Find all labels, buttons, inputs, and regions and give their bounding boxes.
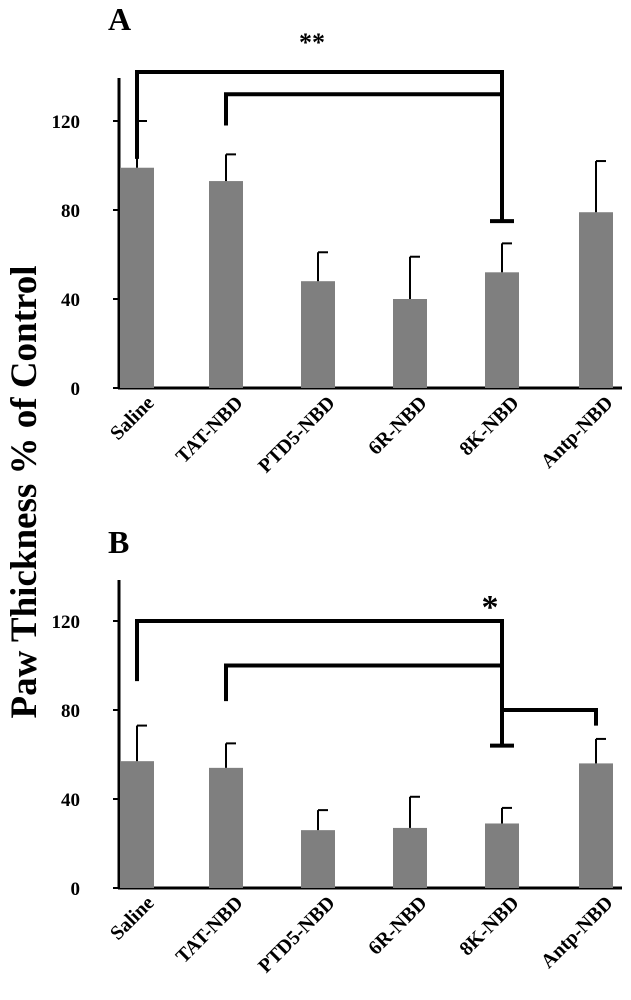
panel-a-category-label-ptd5-nbd: PTD5-NBD [254, 392, 339, 477]
panel-b-y-tick-label: 0 [71, 879, 81, 900]
panel-b-category-label-6r-nbd: 6R-NBD [364, 892, 431, 959]
panel-b-bar-saline [120, 761, 154, 888]
panel-b-bar-antp-nbd [579, 763, 613, 888]
panel-a-y-tick-label: 80 [61, 201, 80, 222]
panel-a-bar-8k-nbd [485, 272, 519, 388]
panel-a-y-tick-label: 120 [52, 112, 81, 133]
panel-b-bar-ptd5-nbd [301, 830, 335, 888]
panel-b-bracket-saline-8k [135, 619, 504, 746]
panel-b-y-tick-label: 120 [52, 612, 81, 633]
panel-b-y-tick-label: 40 [61, 790, 80, 811]
y-axis-label: Paw Thickness % of Control [4, 266, 45, 719]
panel-b-category-label-antp-nbd: Antp-NBD [537, 892, 618, 973]
panel-a-category-label-antp-nbd: Antp-NBD [537, 392, 618, 473]
panel-a-bar-6r-nbd [393, 299, 427, 388]
panel-b-category-label-8k-nbd: 8K-NBD [455, 892, 523, 960]
panel-b-label: B [108, 524, 129, 560]
panel-a-bracket-saline-8k [135, 70, 504, 222]
panel-b-bar-chart: B * 0 40 80 120 Saline TAT-NBD PTD5-NBD 6R-NBD 8… [52, 524, 622, 977]
panel-b-category-label-tat-nbd: TAT-NBD [172, 892, 248, 968]
panel-b-y-tick-label: 80 [61, 701, 80, 722]
panel-b-significance: * [482, 589, 499, 626]
panel-a-bar-saline [120, 167, 154, 388]
panel-a-category-label-8k-nbd: 8K-NBD [455, 392, 523, 460]
panel-b-bar-tat-nbd [209, 767, 243, 888]
panel-a-category-label-6r-nbd: 6R-NBD [364, 392, 431, 459]
panel-a-label: A [108, 1, 131, 37]
panel-a-category-label-saline: Saline [106, 392, 159, 445]
panel-a-bar-antp-nbd [579, 212, 613, 388]
panel-a-bar-chart: A ** 0 40 80 120 Saline TAT-NBD PTD5-NBD 6R-NBD… [52, 1, 622, 477]
panel-b-category-label-ptd5-nbd: PTD5-NBD [254, 892, 339, 977]
panel-b-bar-8k-nbd [485, 823, 519, 888]
panel-a-significance: ** [299, 28, 325, 57]
panel-a-category-label-tat-nbd: TAT-NBD [172, 392, 248, 468]
panel-a-y-tick-label: 0 [71, 379, 81, 400]
panel-a-y-tick-label: 40 [61, 290, 80, 311]
panel-b-bracket-antp-8k [502, 708, 598, 726]
panel-a-bar-ptd5-nbd [301, 281, 335, 388]
panel-b-bar-6r-nbd [393, 827, 427, 888]
panel-a-bar-tat-nbd [209, 181, 243, 388]
panel-b-bracket-tat-8k [224, 663, 502, 702]
panel-b-category-label-saline: Saline [106, 892, 159, 945]
panel-a-bracket-tat-8k [224, 92, 502, 126]
